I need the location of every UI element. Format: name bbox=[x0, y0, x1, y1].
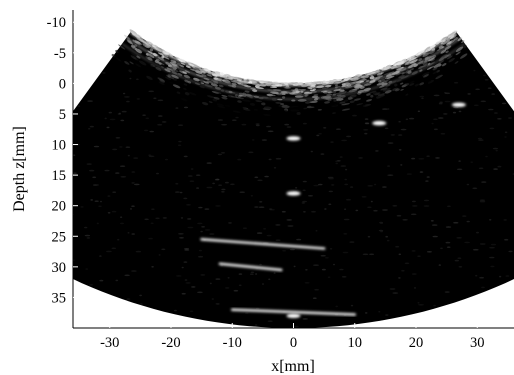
y-tick-label: 30 bbox=[52, 260, 67, 276]
sector-body bbox=[73, 30, 514, 328]
x-tick-label: -20 bbox=[161, 335, 180, 351]
skin-line bbox=[121, 31, 466, 100]
x-tick-label: 30 bbox=[470, 335, 485, 351]
y-tick-label: 10 bbox=[52, 138, 67, 154]
point-target bbox=[286, 313, 301, 318]
y-tick-label: 20 bbox=[52, 199, 67, 215]
y-tick-label: 25 bbox=[52, 229, 67, 245]
reflector-layer bbox=[200, 102, 466, 318]
x-tick-label: 0 bbox=[290, 335, 297, 351]
y-tick-label: 0 bbox=[59, 76, 66, 92]
y-tick-label: -5 bbox=[54, 46, 66, 62]
x-tick-label: -30 bbox=[100, 335, 119, 351]
y-axis-label: Depth z[mm] bbox=[11, 126, 28, 212]
point-target bbox=[286, 136, 301, 141]
y-tick-label: 15 bbox=[52, 168, 67, 184]
x-tick-label: -10 bbox=[223, 335, 242, 351]
y-tick-label: 35 bbox=[52, 290, 67, 306]
point-target bbox=[372, 120, 387, 126]
speckle-far-field bbox=[73, 69, 514, 328]
point-target bbox=[286, 191, 301, 196]
line-reflector bbox=[218, 262, 283, 272]
line-reflector bbox=[230, 308, 357, 316]
ultrasound-sector bbox=[73, 29, 514, 328]
y-tick-label: -10 bbox=[47, 15, 66, 31]
tick-labels: -30 -20 -10 0 10 20 30 -10 -5 0 5 10 15 20 25 30 35 bbox=[47, 15, 485, 351]
x-tick-label: 10 bbox=[348, 335, 363, 351]
line-reflector bbox=[200, 238, 326, 250]
x-axis-label: x[mm] bbox=[271, 358, 315, 375]
x-tick-label: 20 bbox=[409, 335, 424, 351]
point-target bbox=[451, 102, 466, 107]
y-tick-label: 5 bbox=[59, 107, 66, 123]
